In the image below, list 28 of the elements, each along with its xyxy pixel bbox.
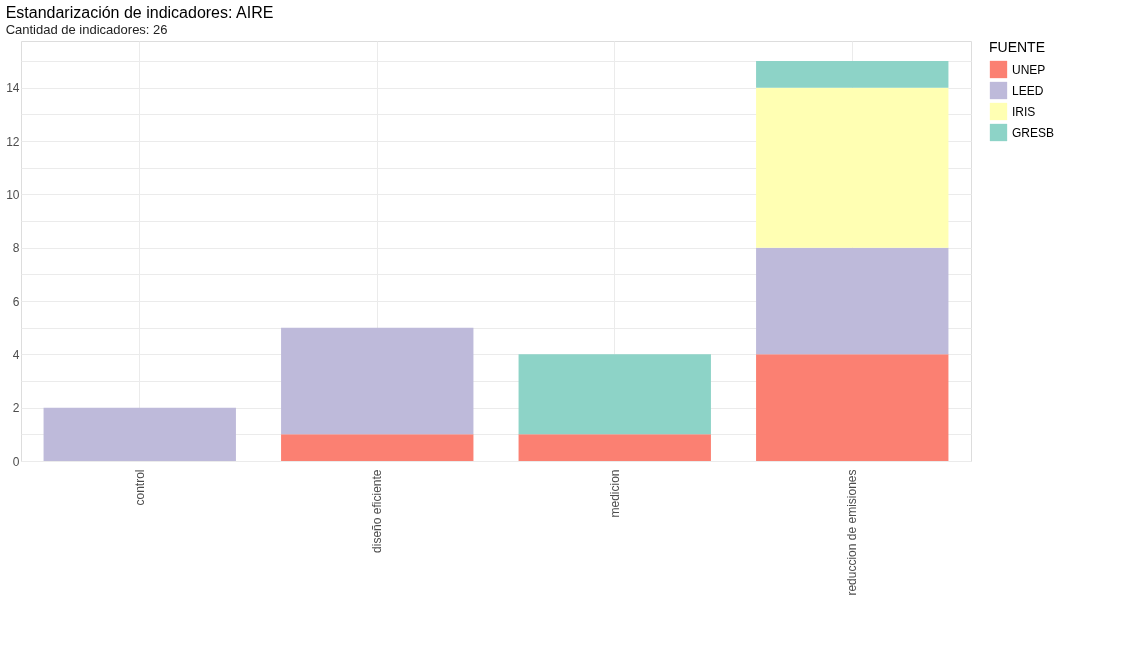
legend-label: IRIS — [1012, 104, 1036, 119]
x-tick-label: reduccion de emisiones — [845, 469, 860, 596]
legend-title: FUENTE — [989, 39, 1045, 55]
legend-label: LEED — [1012, 83, 1044, 98]
chart-subtitle: Cantidad de indicadores: 26 — [5, 22, 168, 37]
bar — [756, 87, 949, 248]
legend-label: UNEP — [1012, 62, 1046, 77]
y-tick-label: 2 — [12, 401, 20, 416]
legend-label: GRESB — [1012, 125, 1055, 140]
bar — [756, 61, 949, 88]
bar — [756, 354, 949, 461]
y-tick-label: 0 — [12, 454, 20, 469]
bar — [43, 407, 236, 461]
chart-title: Estandarización de indicadores: AIRE — [5, 4, 274, 21]
bar — [281, 327, 474, 435]
y-tick-label: 8 — [12, 241, 20, 256]
y-tick-label: 14 — [6, 81, 20, 96]
bar — [518, 354, 711, 435]
x-tick-label: medicion — [607, 469, 622, 518]
bar — [756, 247, 949, 355]
bar — [281, 434, 474, 461]
y-tick-label: 4 — [12, 347, 20, 362]
x-tick-label: diseño eficiente — [370, 469, 385, 553]
bar — [518, 434, 711, 461]
y-tick-label: 6 — [12, 294, 20, 309]
y-tick-label: 12 — [6, 134, 20, 149]
y-tick-label: 10 — [6, 187, 20, 202]
x-tick-label: control — [132, 469, 147, 506]
